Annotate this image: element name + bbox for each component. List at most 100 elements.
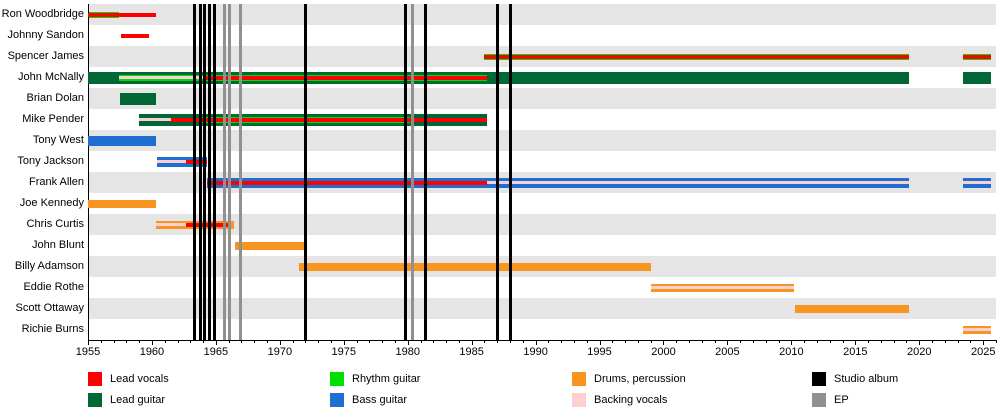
timeline-row-band bbox=[88, 130, 996, 151]
legend-swatch-rhythm-guitar bbox=[330, 372, 344, 386]
x-axis-minor-tick bbox=[100, 340, 102, 343]
x-axis-minor-tick bbox=[689, 340, 691, 343]
x-axis-tick-label: 1955 bbox=[75, 346, 101, 358]
timeline-row-band bbox=[88, 298, 996, 319]
x-axis-minor-tick bbox=[420, 340, 422, 343]
member-label: Ron Woodbridge bbox=[1, 7, 84, 20]
x-axis-minor-tick bbox=[113, 340, 115, 343]
x-axis-tick-label: 2025 bbox=[970, 346, 996, 358]
timeline-bar-backing-vocals bbox=[487, 181, 910, 184]
x-axis-major-tick bbox=[983, 340, 985, 345]
x-axis-minor-tick bbox=[548, 340, 550, 343]
member-labels-column: Ron Woodbridge Johnny Sandon Spencer James… bbox=[0, 4, 84, 340]
x-axis-tick-label: 2005 bbox=[715, 346, 740, 358]
chart-legend: Lead vocals Lead guitar Rhythm guitar Bass … bbox=[0, 372, 1000, 418]
member-label: Billy Adamson bbox=[14, 259, 84, 272]
x-axis-minor-tick bbox=[318, 340, 320, 343]
x-axis-minor-tick bbox=[510, 340, 512, 343]
timeline-bar-drums bbox=[88, 199, 156, 208]
timeline-row-band bbox=[88, 277, 996, 298]
x-axis-tick-label: 1985 bbox=[459, 346, 484, 358]
timeline-plot-area bbox=[88, 4, 996, 340]
member-label: Mike Pender bbox=[22, 112, 84, 125]
legend-swatch-backing-vocals bbox=[572, 393, 586, 407]
timeline-bar-lead-vocals bbox=[206, 180, 487, 185]
x-axis-tick-label: 1980 bbox=[395, 346, 420, 358]
x-axis-major-tick bbox=[343, 340, 345, 345]
x-axis-minor-tick bbox=[203, 340, 205, 343]
release-marker-studio-album bbox=[495, 4, 499, 340]
x-axis-major-tick bbox=[663, 340, 665, 345]
x-axis-major-tick bbox=[599, 340, 601, 345]
x-axis-minor-tick bbox=[829, 340, 831, 343]
release-marker-studio-album bbox=[192, 4, 196, 340]
release-marker-ep bbox=[228, 4, 232, 340]
x-axis-major-tick bbox=[88, 340, 89, 345]
timeline-row-band bbox=[88, 214, 996, 235]
x-axis-minor-tick bbox=[126, 340, 128, 343]
x-axis-minor-tick bbox=[842, 340, 844, 343]
x-axis-major-tick bbox=[215, 340, 217, 345]
release-marker-studio-album bbox=[424, 4, 428, 340]
legend-label: Lead guitar bbox=[110, 394, 166, 406]
release-marker-studio-album bbox=[207, 4, 211, 340]
member-label: Johnny Sandon bbox=[7, 28, 84, 41]
x-axis-minor-tick bbox=[765, 340, 767, 343]
member-label: Spencer James bbox=[7, 49, 84, 62]
x-axis-major-tick bbox=[727, 340, 729, 345]
x-axis-major-tick bbox=[471, 340, 473, 345]
timeline-bar-lead-vocals bbox=[171, 117, 487, 122]
x-axis-minor-tick bbox=[676, 340, 678, 343]
release-marker-studio-album bbox=[202, 4, 206, 340]
x-axis-tick-label: 1995 bbox=[587, 346, 612, 358]
legend-label: Lead vocals bbox=[110, 373, 169, 385]
timeline-bar-backing-vocals bbox=[118, 76, 206, 79]
x-axis-major-tick bbox=[151, 340, 153, 345]
x-axis-tick-label: 1965 bbox=[203, 346, 229, 358]
x-axis-tick-label: 2010 bbox=[779, 346, 804, 358]
x-axis-minor-tick bbox=[522, 340, 524, 343]
x-axis-minor-tick bbox=[497, 340, 499, 343]
x-axis-tick-label: 1970 bbox=[267, 346, 293, 358]
timeline-bar-drums bbox=[299, 262, 651, 271]
x-axis-tick-label: 2020 bbox=[907, 346, 932, 358]
timeline-row-band bbox=[88, 25, 996, 46]
x-axis-tick-label: 1960 bbox=[139, 346, 165, 358]
timeline-bar-drums bbox=[795, 304, 910, 313]
member-label: Brian Dolan bbox=[26, 91, 84, 104]
x-axis-minor-tick bbox=[957, 340, 959, 343]
x-axis-major-tick bbox=[919, 340, 921, 345]
x-axis-minor-tick bbox=[880, 340, 882, 343]
timeline-bar-lead-vocals bbox=[205, 75, 487, 80]
legend-label: EP bbox=[834, 394, 849, 406]
x-axis-major-tick bbox=[855, 340, 857, 345]
x-axis-minor-tick bbox=[139, 340, 141, 343]
member-label: John McNally bbox=[17, 70, 84, 83]
member-label: John Blunt bbox=[32, 238, 84, 251]
timeline-bar-lead-vocals bbox=[962, 54, 991, 59]
timeline-row-band bbox=[88, 319, 996, 340]
x-axis-tick-label: 2015 bbox=[843, 346, 868, 358]
x-axis-major-tick bbox=[279, 340, 281, 345]
member-label: Tony Jackson bbox=[17, 154, 84, 167]
x-axis-tick-label: 1975 bbox=[331, 346, 357, 358]
timeline-row-band bbox=[88, 88, 996, 109]
timeline-row-band bbox=[88, 235, 996, 256]
legend-label: Backing vocals bbox=[594, 394, 668, 406]
x-axis-minor-tick bbox=[906, 340, 908, 343]
legend-label: Bass guitar bbox=[352, 394, 408, 406]
x-axis-minor-tick bbox=[164, 340, 166, 343]
timeline-bar-lead-vocals bbox=[484, 54, 910, 59]
x-axis-minor-tick bbox=[446, 340, 448, 343]
x-axis-minor-tick bbox=[330, 340, 332, 343]
x-axis-minor-tick bbox=[612, 340, 614, 343]
x-axis-minor-tick bbox=[241, 340, 243, 343]
timeline-row-band bbox=[88, 4, 996, 25]
x-axis-minor-tick bbox=[228, 340, 230, 343]
x-axis-major-tick bbox=[535, 340, 537, 345]
x-axis: 1955 1960 1965 1970 1975 1980 1985 1990 1995 2000… bbox=[76, 340, 997, 360]
x-axis-minor-tick bbox=[394, 340, 396, 343]
release-marker-studio-album bbox=[199, 4, 203, 340]
timeline-bar-backing-vocals bbox=[157, 160, 187, 163]
